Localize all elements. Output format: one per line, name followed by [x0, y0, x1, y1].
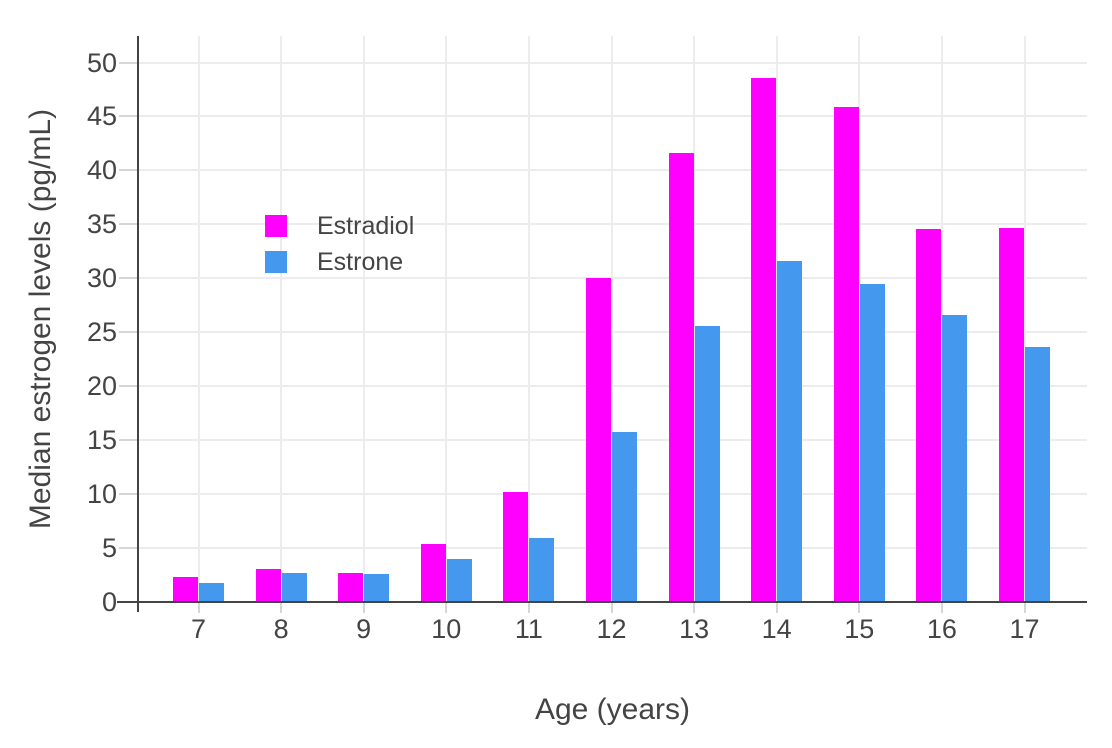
bar-estrone-17	[1025, 347, 1050, 601]
x-gridline	[445, 36, 448, 601]
y-tick	[119, 547, 137, 549]
y-tick	[119, 115, 137, 117]
y-gridline	[138, 331, 1087, 333]
estradiol-legend-swatch	[265, 215, 287, 237]
y-tick-label: 5	[101, 533, 117, 563]
bar-estrone-7	[199, 583, 224, 601]
legend-item-estrone[interactable]: Estrone	[265, 248, 414, 276]
bar-estrone-11	[529, 538, 555, 601]
bar-estradiol-8	[255, 569, 281, 601]
y-tick	[119, 223, 137, 225]
x-tick	[858, 603, 861, 613]
x-tick	[610, 603, 613, 613]
x-tick	[1023, 603, 1026, 613]
bar-estrone-16	[942, 315, 968, 601]
y-tick	[119, 439, 137, 441]
y-gridline	[138, 223, 1087, 225]
bar-estradiol-16	[916, 229, 942, 601]
y-gridline	[138, 385, 1087, 387]
bar-estrone-9	[364, 574, 390, 601]
bar-estradiol-11	[503, 492, 529, 601]
y-tick	[119, 62, 137, 64]
y-tick	[119, 385, 137, 387]
x-gridline	[858, 36, 861, 601]
estrone-legend-label: Estrone	[317, 247, 404, 276]
x-tick-label: 15	[844, 614, 875, 644]
bar-estrone-15	[859, 284, 885, 601]
x-tick	[527, 603, 530, 613]
x-axis-title: Age (years)	[534, 693, 691, 726]
x-tick	[280, 603, 283, 613]
y-tick	[119, 331, 137, 333]
x-tick	[775, 603, 778, 613]
x-tick	[445, 603, 448, 613]
x-tick	[940, 603, 943, 613]
x-tick-label: 12	[596, 614, 627, 644]
bar-estradiol-10	[420, 544, 446, 601]
y-tick-label: 50	[86, 48, 117, 78]
x-tick-label: 11	[514, 614, 543, 644]
x-tick-label: 16	[926, 614, 957, 644]
legend: Estradiol Estrone	[265, 212, 414, 287]
y-gridline	[138, 115, 1087, 117]
x-tick-label: 10	[431, 614, 462, 644]
bar-estrone-12	[612, 432, 637, 601]
y-gridline	[138, 169, 1087, 171]
x-tick	[693, 603, 696, 613]
bar-estrone-14	[777, 261, 803, 601]
x-gridline	[940, 36, 943, 601]
x-tick-label: 9	[356, 614, 372, 644]
legend-item-estradiol[interactable]: Estradiol	[265, 212, 414, 240]
y-tick-label: 20	[86, 371, 117, 401]
x-tick	[197, 603, 200, 613]
bar-estradiol-9	[338, 573, 364, 601]
bar-estradiol-12	[586, 278, 611, 601]
bar-estradiol-13	[668, 153, 694, 601]
bar-estradiol-17	[999, 228, 1024, 601]
bar-estradiol-7	[173, 577, 198, 601]
y-tick-label: 30	[86, 263, 117, 293]
y-tick	[119, 169, 137, 171]
y-tick	[119, 277, 137, 279]
bar-estrone-13	[694, 326, 720, 601]
bar-estradiol-15	[833, 107, 859, 601]
x-tick-label: 14	[761, 614, 792, 644]
x-gridline	[362, 36, 365, 601]
y-tick-label: 15	[86, 425, 117, 455]
x-gridline	[280, 36, 283, 601]
bar-estrone-10	[446, 559, 472, 601]
x-gridline	[693, 36, 696, 601]
y-tick-label: 45	[86, 101, 117, 131]
x-tick-label: 13	[679, 614, 710, 644]
x-gridline	[610, 36, 613, 601]
y-tick-label: 35	[86, 209, 117, 239]
estradiol-legend-label: Estradiol	[317, 211, 415, 240]
bar-estrone-8	[281, 573, 307, 601]
y-gridline	[138, 277, 1087, 279]
y-tick-label: 25	[86, 317, 117, 347]
y-tick-label: 10	[86, 479, 117, 509]
y-axis-line	[137, 36, 139, 612]
x-tick-label: 17	[1009, 614, 1040, 644]
x-gridline	[775, 36, 778, 601]
x-gridline	[1023, 36, 1026, 601]
y-tick-label: 0	[101, 587, 117, 617]
x-tick	[362, 603, 365, 613]
y-tick	[119, 493, 137, 495]
x-axis-line	[117, 601, 1087, 603]
y-gridline	[138, 62, 1087, 64]
x-gridline	[197, 36, 200, 601]
x-tick-label: 8	[273, 614, 289, 644]
bar-estradiol-14	[751, 78, 777, 601]
estrone-legend-swatch	[265, 251, 287, 273]
x-gridline	[527, 36, 530, 601]
x-tick-label: 7	[190, 614, 207, 644]
y-tick-label: 40	[86, 155, 117, 185]
y-axis-title: Median estrogen levels (pg/mL)	[24, 108, 57, 530]
